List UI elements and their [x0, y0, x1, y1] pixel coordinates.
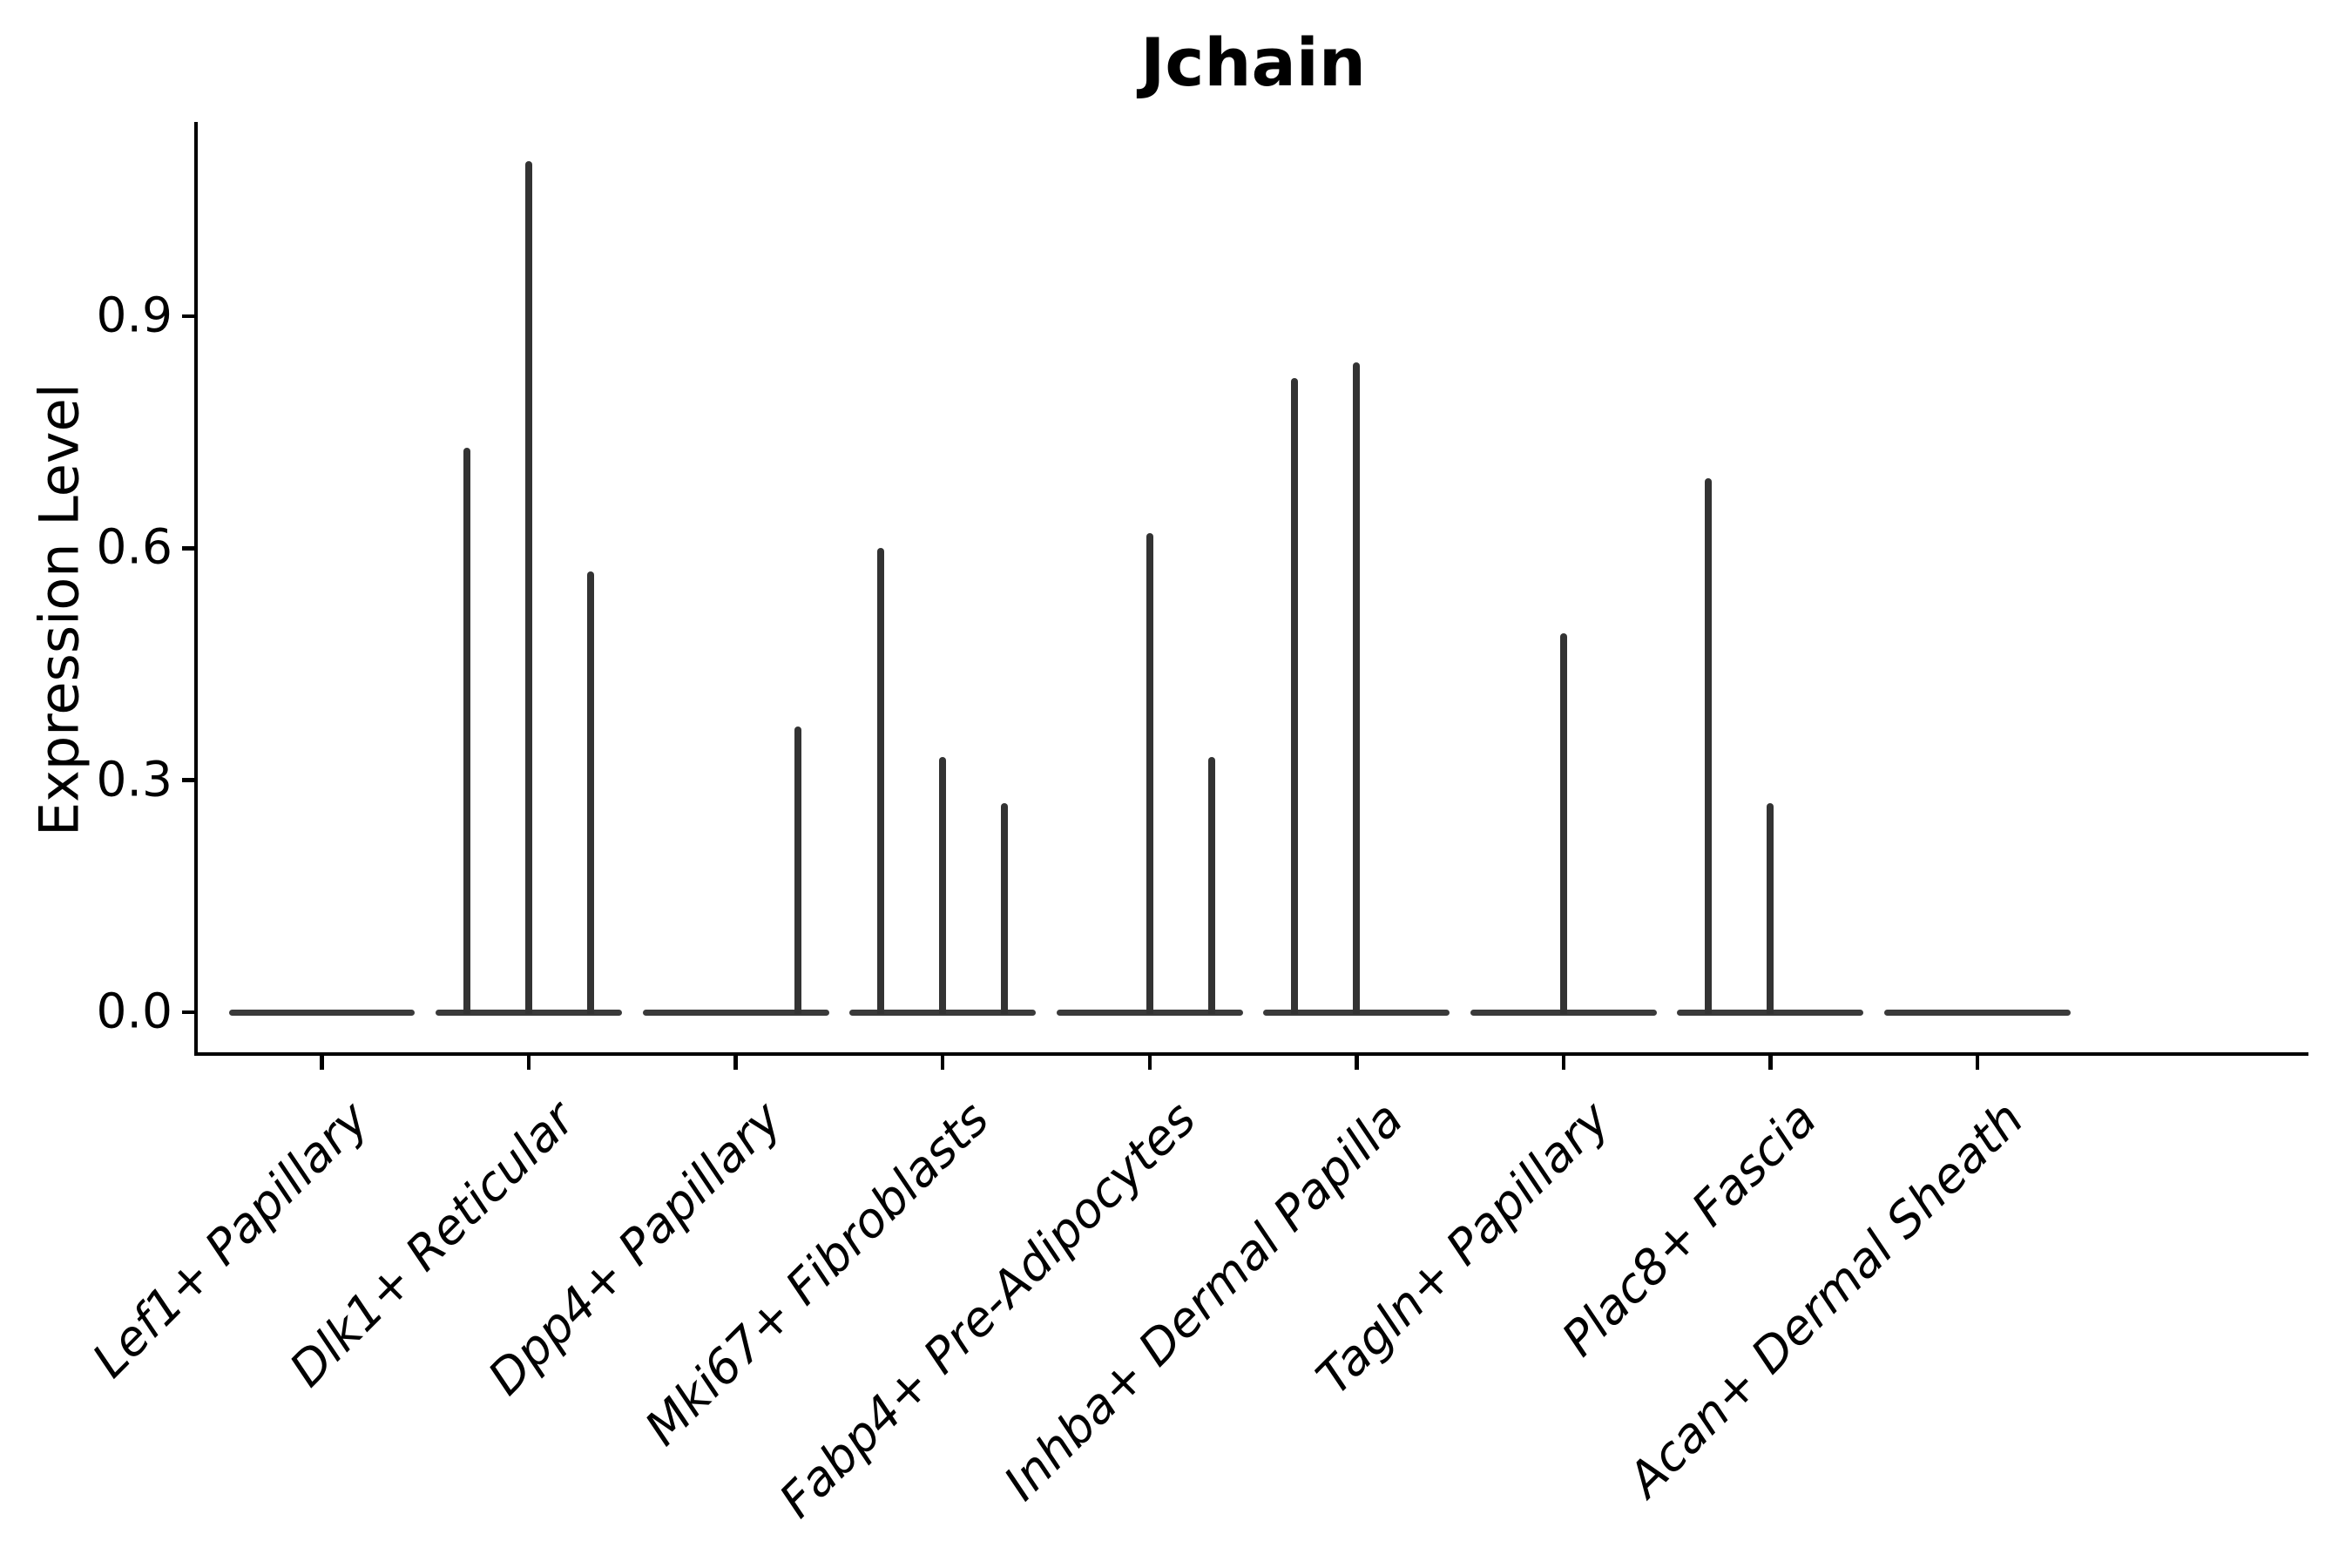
y-tick-label: 0.0 — [96, 983, 172, 1039]
violin-spike — [1291, 378, 1298, 1014]
violin-baseline — [228, 1009, 416, 1016]
violin-baseline — [642, 1009, 829, 1016]
violin-spike — [876, 548, 884, 1014]
violin-spike — [1146, 532, 1153, 1014]
y-tick-label: 0.9 — [96, 287, 172, 343]
y-tick-mark — [181, 1010, 194, 1015]
violin-spike — [1353, 362, 1361, 1014]
x-tick-mark — [1355, 1056, 1359, 1070]
x-tick-mark — [1561, 1056, 1566, 1070]
violin-spike — [525, 161, 533, 1014]
violin-spike — [587, 571, 595, 1014]
x-tick-label: Mki67+ Fibroblasts — [634, 1091, 1000, 1456]
x-axis-spine — [193, 1051, 2308, 1056]
x-tick-mark — [320, 1056, 324, 1070]
violin-spike — [1001, 803, 1009, 1014]
x-tick-label: Acan+ Dermal Sheath — [1617, 1091, 2035, 1508]
y-tick-label: 0.6 — [96, 519, 172, 576]
y-tick-label: 0.3 — [96, 751, 172, 808]
x-tick-mark — [733, 1056, 738, 1070]
x-tick-mark — [940, 1056, 945, 1070]
x-tick-mark — [1768, 1056, 1773, 1070]
x-tick-mark — [1147, 1056, 1152, 1070]
x-tick-mark — [526, 1056, 531, 1070]
violin-spike — [794, 726, 801, 1014]
x-tick-label: Inhba+ Dermal Papilla — [993, 1091, 1414, 1511]
violin-spike — [1559, 632, 1567, 1014]
y-tick-mark — [181, 778, 194, 782]
chart-title: Jchain — [1140, 24, 1366, 101]
y-axis-spine — [193, 122, 198, 1056]
violin-baseline — [1884, 1009, 2071, 1016]
violin-spike — [939, 757, 947, 1014]
y-tick-mark — [181, 314, 194, 319]
violin-spike — [1767, 803, 1774, 1014]
x-tick-label: Fabp4+ Pre-Adipocytes — [768, 1091, 1206, 1529]
violin-spike — [1705, 478, 1713, 1014]
violin-spike — [1207, 757, 1215, 1014]
y-tick-mark — [181, 546, 194, 551]
x-tick-mark — [1975, 1056, 1980, 1070]
violin-spike — [463, 447, 470, 1014]
